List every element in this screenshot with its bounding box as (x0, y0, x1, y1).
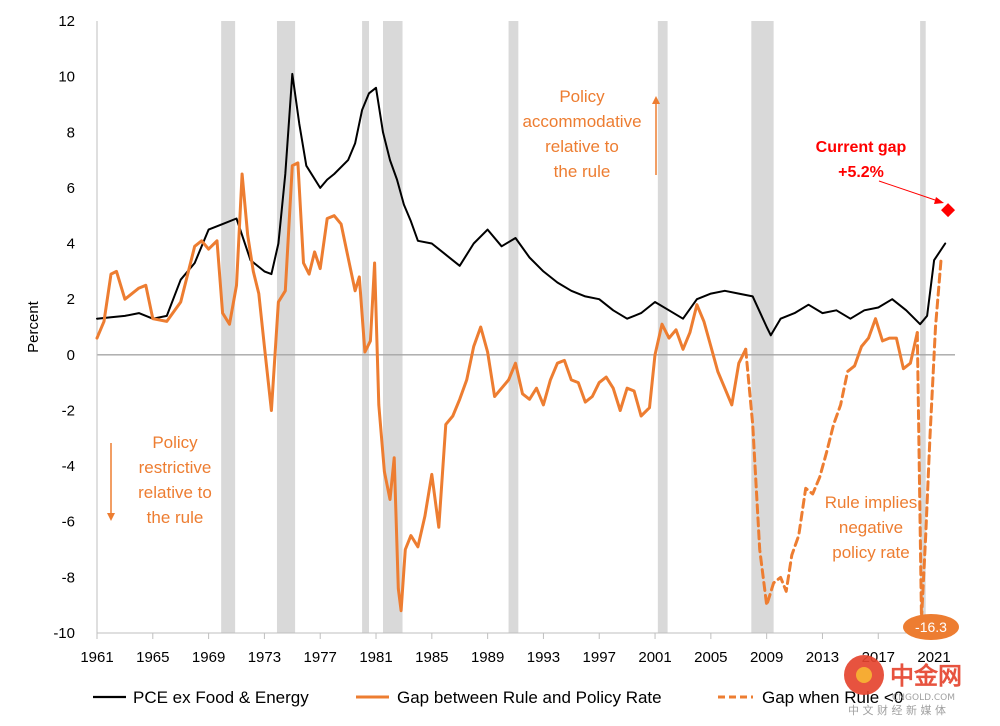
series-gap-negative-line (915, 258, 943, 621)
y-tick-label: -8 (62, 569, 75, 586)
annotation-line: negative (839, 518, 903, 537)
y-tick-label: 2 (67, 291, 75, 308)
min-value-badge: -16.3 (903, 614, 959, 640)
watermark-tagline: 中 文 财 经 新 媒 体 (848, 703, 946, 717)
x-tick-label: 1981 (359, 649, 392, 666)
x-tick-label: 1977 (304, 649, 337, 666)
annotation-policy-restrictive: Policy restrictive relative to the rule (107, 433, 212, 527)
y-axis-ticks: -10 -8 -6 -4 -2 0 2 4 6 8 10 12 (53, 13, 75, 642)
down-arrow-icon (107, 513, 115, 521)
x-axis-ticks: 1961 1965 1969 1973 1977 1981 1985 1989 1993 1997… (80, 633, 951, 666)
y-tick-label: 4 (67, 236, 75, 253)
y-axis-title: Percent (25, 300, 42, 353)
current-gap-pointer (878, 180, 939, 202)
badge-shape (903, 614, 959, 640)
current-gap-value: +5.2% (838, 164, 884, 181)
watermark-url: CNGOLD.COM (892, 693, 955, 703)
x-tick-label: 1993 (527, 649, 560, 666)
x-tick-label: 2005 (694, 649, 727, 666)
y-tick-label: 10 (58, 69, 75, 86)
annotation-line: accommodative (522, 112, 641, 131)
y-tick-label: 8 (67, 124, 75, 141)
recession-band (383, 21, 403, 633)
watermark-logo-inner (856, 667, 872, 683)
y-tick-label: -10 (53, 625, 75, 642)
series-gap-line (853, 317, 919, 371)
watermark: 中金网 CNGOLD.COM 中 文 财 经 新 媒 体 (844, 655, 962, 717)
x-tick-label: 1969 (192, 649, 225, 666)
x-tick-label: 2013 (806, 649, 839, 666)
series-lines (95, 72, 947, 621)
y-tick-label: -4 (62, 458, 75, 475)
annotation-line: the rule (554, 162, 611, 181)
y-tick-label: -6 (62, 514, 75, 531)
x-tick-label: 1973 (248, 649, 281, 666)
annotation-line: the rule (147, 508, 204, 527)
annotation-line: relative to (138, 483, 212, 502)
recession-band (508, 21, 519, 633)
annotation-line: restrictive (139, 458, 212, 477)
x-tick-label: 1985 (415, 649, 448, 666)
watermark-name: 中金网 (890, 662, 962, 690)
annotation-line: Policy (152, 433, 198, 452)
x-tick-label: 1989 (471, 649, 504, 666)
annotation-line: Rule implies (825, 493, 918, 512)
recession-band (276, 21, 296, 633)
badge-label: -16.3 (915, 619, 947, 635)
pointer-arrowhead-icon (934, 197, 944, 204)
y-tick-label: 6 (67, 180, 75, 197)
legend-label-pce: PCE ex Food & Energy (133, 688, 309, 707)
series-gap-line (95, 161, 748, 613)
series-pce-line (96, 72, 947, 337)
y-tick-label: 12 (58, 13, 75, 30)
legend-label-gap: Gap between Rule and Policy Rate (397, 688, 662, 707)
x-tick-label: 2009 (750, 649, 783, 666)
y-tick-label: -2 (62, 402, 75, 419)
x-tick-label: 1965 (136, 649, 169, 666)
recession-band (362, 21, 370, 633)
current-gap-marker (941, 203, 956, 218)
recession-band (920, 21, 926, 633)
annotation-line: relative to (545, 137, 619, 156)
y-tick-label: 0 (67, 347, 75, 364)
annotation-current-gap: Current gap +5.2% (816, 139, 956, 218)
series-gap-negative-line (744, 347, 857, 607)
x-tick-label: 2001 (638, 649, 671, 666)
annotation-rule-negative: Rule implies negative policy rate (825, 493, 918, 562)
x-tick-label: 2021 (917, 649, 950, 666)
up-arrow-icon (652, 96, 660, 104)
annotation-line: Policy (559, 87, 605, 106)
x-tick-label: 1997 (583, 649, 616, 666)
x-tick-label: 1961 (80, 649, 113, 666)
current-gap-label: Current gap (816, 139, 907, 156)
annotation-line: policy rate (832, 543, 909, 562)
annotation-policy-accommodative: Policy accommodative relative to the rul… (522, 87, 660, 181)
legend: PCE ex Food & Energy Gap between Rule an… (93, 688, 903, 707)
recession-band (221, 21, 236, 633)
recession-band (751, 21, 774, 633)
